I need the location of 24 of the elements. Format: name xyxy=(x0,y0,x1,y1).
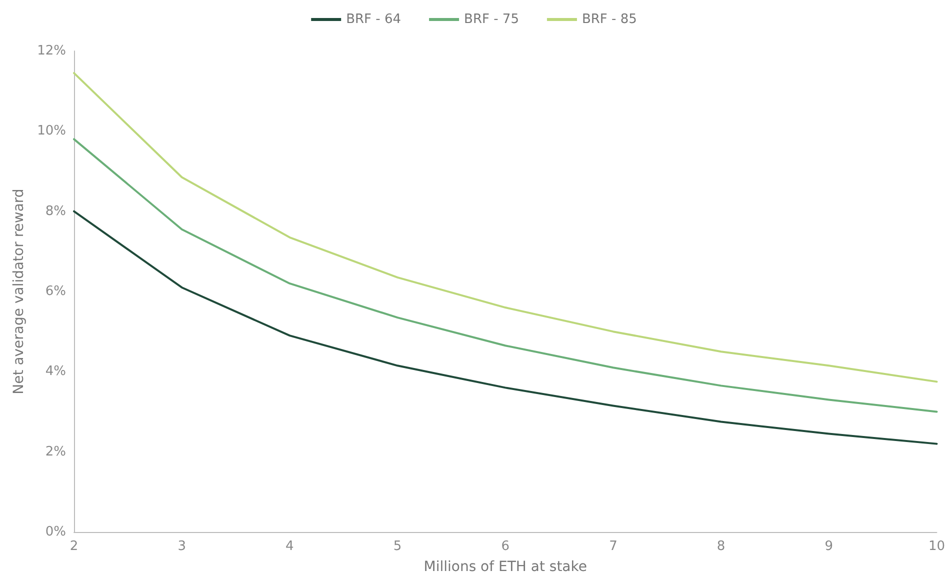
legend-label: BRF - 75 xyxy=(464,12,519,27)
y-tick-label: 2% xyxy=(45,444,66,460)
y-tick-label: 8% xyxy=(45,204,66,219)
y-tick-label: 6% xyxy=(45,284,66,299)
x-tick-label: 4 xyxy=(286,539,294,554)
x-tick-label: 8 xyxy=(716,539,726,554)
x-tick-label: 6 xyxy=(501,539,510,554)
line-series xyxy=(73,210,938,445)
legend-label: BRF - 64 xyxy=(346,12,402,27)
x-axis-title: Millions of ETH at stake xyxy=(424,559,587,575)
line-series xyxy=(73,138,938,413)
x-tick-label: 2 xyxy=(70,539,78,554)
x-tick-label: 10 xyxy=(928,539,945,554)
line-series xyxy=(73,72,938,383)
y-tick-label: 10% xyxy=(37,124,66,139)
y-tick-label: 0% xyxy=(45,524,66,540)
legend-label: BRF - 85 xyxy=(582,12,637,27)
y-tick-label: 4% xyxy=(45,364,66,380)
x-tick-label: 9 xyxy=(824,539,834,554)
y-tick-label: 12% xyxy=(37,44,66,58)
x-tick-label: 5 xyxy=(393,539,402,554)
x-tick-label: 7 xyxy=(609,539,618,554)
y-axis-title: Net average validator reward xyxy=(11,188,27,394)
x-tick-label: 3 xyxy=(178,539,186,554)
